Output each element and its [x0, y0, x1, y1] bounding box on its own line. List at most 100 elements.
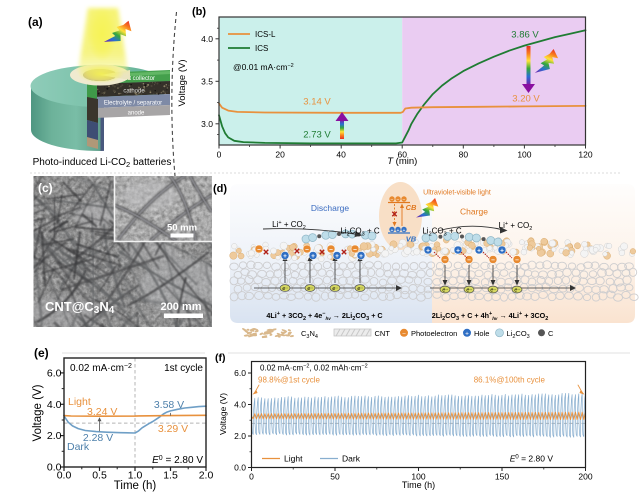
svg-text:Time (h): Time (h)	[114, 480, 157, 492]
svg-text:Electrolyte / separator: Electrolyte / separator	[104, 101, 162, 107]
svg-text:−: −	[491, 257, 495, 264]
svg-text:2.0: 2.0	[234, 431, 246, 441]
svg-text:50: 50	[330, 472, 340, 482]
svg-text:CNT@C3N4: CNT@C3N4	[45, 299, 115, 316]
svg-text:Charge: Charge	[460, 207, 488, 217]
svg-text:ICS: ICS	[255, 44, 268, 53]
svg-text:−: −	[515, 257, 519, 264]
svg-text:3.20 V: 3.20 V	[512, 94, 540, 105]
svg-text:−: −	[403, 197, 406, 203]
svg-text:100: 100	[517, 150, 531, 160]
svg-text:0.0: 0.0	[57, 470, 72, 482]
svg-text:−: −	[443, 257, 447, 264]
svg-text:Hole: Hole	[474, 329, 489, 338]
svg-text:Voltage (V): Voltage (V)	[32, 384, 44, 441]
svg-text:6.0: 6.0	[234, 368, 246, 378]
svg-text:cathode: cathode	[123, 89, 145, 95]
svg-text:E0 = 2.80 V: E0 = 2.80 V	[152, 455, 203, 467]
svg-text:VB: VB	[406, 235, 417, 244]
svg-text:(b): (b)	[192, 6, 206, 18]
svg-text:@0.01 mA·cm−2: @0.01 mA·cm−2	[233, 62, 294, 72]
svg-text:4.0: 4.0	[201, 34, 213, 44]
svg-text:0.5: 0.5	[92, 470, 107, 482]
svg-text:e⁻: e⁻	[282, 286, 288, 292]
svg-text:40: 40	[336, 150, 346, 160]
svg-text:Li2CO3 + C: Li2CO3 + C	[422, 227, 461, 238]
svg-text:3.86 V: 3.86 V	[511, 30, 539, 41]
svg-text:3.0: 3.0	[201, 119, 213, 129]
svg-text:0.02 mA·cm−2, 0.02 mAh·cm−2: 0.02 mA·cm−2, 0.02 mAh·cm−2	[260, 364, 368, 373]
svg-text:−: −	[257, 246, 261, 253]
svg-text:0: 0	[249, 472, 254, 482]
svg-text:+: +	[465, 330, 469, 337]
svg-text:200: 200	[578, 472, 592, 482]
svg-text:3.14 V: 3.14 V	[303, 97, 331, 108]
svg-text:2.73 V: 2.73 V	[303, 130, 331, 141]
svg-text:50 mm: 50 mm	[167, 223, 197, 234]
svg-text:(e): (e)	[34, 346, 49, 360]
svg-text:+: +	[500, 247, 504, 254]
svg-text:e⁻: e⁻	[357, 286, 363, 292]
svg-text:200 mm: 200 mm	[161, 301, 202, 313]
svg-text:(f): (f)	[215, 352, 226, 364]
svg-text:1.0: 1.0	[128, 470, 143, 482]
svg-text:−: −	[397, 197, 400, 203]
svg-text:C3N4: C3N4	[301, 329, 318, 340]
svg-text:1.5: 1.5	[163, 470, 178, 482]
svg-text:20: 20	[275, 150, 285, 160]
svg-text:4.0: 4.0	[47, 399, 62, 411]
svg-text:+: +	[477, 247, 481, 254]
svg-text:−: −	[305, 246, 309, 253]
svg-text:−: −	[329, 246, 333, 253]
svg-text:60: 60	[398, 150, 408, 160]
svg-text:C: C	[548, 329, 554, 338]
svg-text:e⁻: e⁻	[514, 288, 520, 294]
svg-text:(d): (d)	[213, 183, 227, 195]
svg-text:e⁻: e⁻	[490, 288, 496, 294]
svg-text:Time (h): Time (h)	[402, 480, 435, 490]
svg-text:Ultraviolet-visible light: Ultraviolet-visible light	[423, 190, 491, 197]
svg-text:4Li+ + 3CO2 + 4e−hv → 2Li2CO3: 4Li+ + 3CO2 + 4e−hv → 2Li2CO3 + C	[266, 311, 382, 322]
svg-text:2.28 V: 2.28 V	[83, 432, 113, 444]
svg-text:120: 120	[578, 150, 592, 160]
svg-text:Dark: Dark	[342, 454, 361, 464]
svg-text:e⁻: e⁻	[466, 288, 472, 294]
svg-text:Current collector: Current collector	[111, 76, 155, 82]
svg-text:+: +	[426, 247, 430, 254]
svg-text:6.0: 6.0	[47, 367, 62, 379]
svg-text:3.24 V: 3.24 V	[87, 406, 117, 418]
svg-text:+: +	[335, 253, 339, 260]
svg-text:+: +	[397, 228, 400, 234]
svg-text:Photo-induced Li-CO2 batteries: Photo-induced Li-CO2 batteries	[33, 157, 172, 169]
svg-text:2.0: 2.0	[47, 430, 62, 442]
svg-text:(c): (c)	[38, 181, 53, 195]
svg-text:−: −	[353, 246, 357, 253]
svg-text:CB: CB	[406, 203, 417, 212]
svg-text:2Li2CO3 + C + 4h+hv → 4Li+ + 3: 2Li2CO3 + C + 4h+hv → 4Li+ + 3CO2	[432, 311, 549, 322]
svg-text:Photoelectron: Photoelectron	[411, 329, 457, 338]
svg-text:CNT: CNT	[375, 329, 391, 338]
svg-text:0: 0	[217, 150, 222, 160]
svg-text:3.5: 3.5	[201, 76, 213, 86]
svg-text:anode: anode	[128, 111, 145, 117]
svg-text:Light: Light	[68, 396, 91, 408]
svg-text:86.1%@100th cycle: 86.1%@100th cycle	[474, 376, 546, 385]
svg-text:Li+ + CO2: Li+ + CO2	[499, 221, 533, 232]
svg-text:2.0: 2.0	[199, 470, 214, 482]
svg-text:Li2CO3: Li2CO3	[507, 329, 530, 340]
svg-text:0.0: 0.0	[47, 462, 62, 474]
svg-text:1st cycle: 1st cycle	[164, 363, 203, 374]
svg-text:80: 80	[459, 150, 469, 160]
svg-text:+: +	[311, 253, 315, 260]
svg-text:Discharge: Discharge	[311, 203, 350, 213]
svg-text:98.8%@1st cycle: 98.8%@1st cycle	[258, 376, 320, 385]
svg-text:3.58 V: 3.58 V	[154, 399, 184, 411]
svg-text:e⁻: e⁻	[307, 286, 313, 292]
svg-text:4.0: 4.0	[234, 400, 246, 410]
svg-text:−: −	[402, 330, 406, 337]
svg-text:(a): (a)	[28, 15, 43, 29]
svg-text:Li2CO3 + C: Li2CO3 + C	[340, 227, 379, 238]
svg-text:+: +	[403, 228, 406, 234]
svg-text:+: +	[456, 247, 460, 254]
svg-text:100: 100	[411, 472, 425, 482]
